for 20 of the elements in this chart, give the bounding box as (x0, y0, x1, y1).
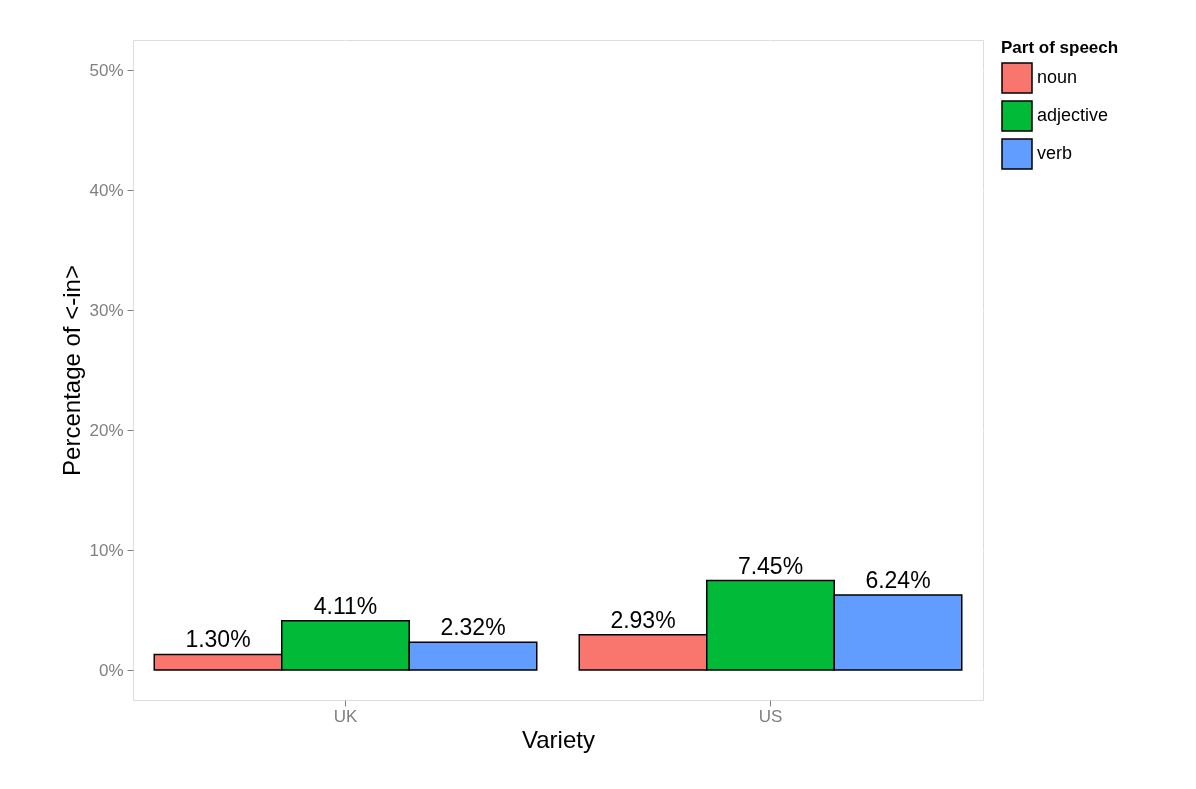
x-tick-label: UK (333, 706, 358, 726)
legend-label: noun (1037, 67, 1078, 87)
data-label: 4.11% (313, 592, 378, 619)
data-label: 1.30% (185, 626, 251, 653)
legend-title: Part of speech (1001, 38, 1119, 57)
data-label: 2.32% (440, 614, 506, 641)
legend-label: verb (1037, 143, 1073, 163)
data-label: 6.24% (865, 567, 931, 594)
y-tick-label: 40% (89, 180, 124, 200)
x-tick-label: US (758, 706, 783, 726)
y-tick-label: 20% (89, 420, 124, 440)
y-tick-label: 50% (89, 60, 124, 80)
y-axis-title: Percentage of <-in> (58, 265, 86, 476)
data-label: 2.93% (610, 606, 676, 633)
y-tick-label: 10% (89, 540, 124, 560)
legend-label: adjective (1037, 105, 1109, 125)
data-label: 7.45% (737, 552, 804, 579)
x-axis-title: Variety (522, 725, 595, 753)
y-tick-label: 30% (89, 300, 124, 320)
y-tick-label: 0% (98, 660, 124, 680)
